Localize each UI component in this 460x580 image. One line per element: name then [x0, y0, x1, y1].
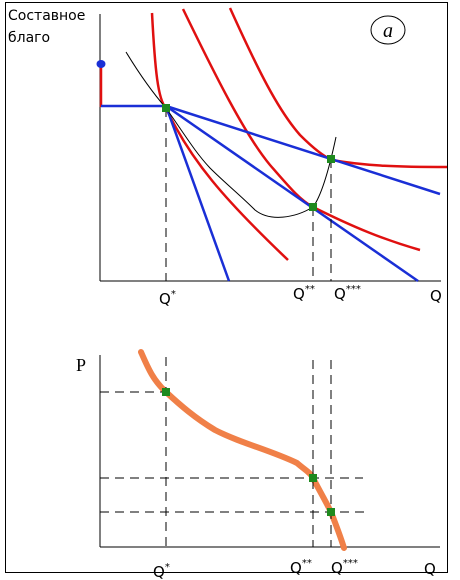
- diagram-frame: [5, 2, 448, 573]
- equilibrium-point-2: [309, 203, 317, 211]
- top-y-axis-label-line1: Составное: [8, 8, 85, 24]
- budget-line-steep: [164, 105, 231, 282]
- bottom-y-axis-label: P: [76, 355, 86, 375]
- demand-point-1: [162, 388, 170, 396]
- indifference-curve-2: [181, 8, 421, 252]
- top-y-axis-label-line2: благо: [8, 30, 50, 46]
- budget-line-medium: [165, 104, 419, 283]
- top-q1-label: Q*: [159, 289, 176, 308]
- demand-curve: [138, 349, 347, 551]
- panel-tag-label: a: [383, 20, 393, 42]
- bottom-x-axis-label: Q: [424, 560, 436, 578]
- demand-point-3: [327, 508, 335, 516]
- panel-tag-ellipse: [370, 15, 406, 45]
- equilibrium-point-3: [327, 155, 335, 163]
- bottom-q1-label: Q*: [153, 562, 170, 580]
- top-q3-label: Q***: [334, 284, 361, 303]
- budget-line-flat: [165, 104, 441, 196]
- price-consumption-curve: [125, 51, 337, 218]
- bottom-panel: P Q Q* Q** Q***: [76, 349, 440, 580]
- endowment-dot: [96, 60, 106, 68]
- equilibrium-point-1: [162, 104, 170, 112]
- bottom-q2-label: Q**: [290, 558, 312, 577]
- indifference-curve-3: [228, 7, 448, 169]
- top-q2-label: Q**: [293, 284, 315, 303]
- indifference-curve-1: [150, 12, 289, 261]
- demand-point-2: [309, 474, 317, 482]
- top-x-axis-label: Q: [430, 287, 442, 305]
- top-panel: a Составное благо: [8, 7, 448, 308]
- bottom-q3-label: Q***: [331, 558, 358, 577]
